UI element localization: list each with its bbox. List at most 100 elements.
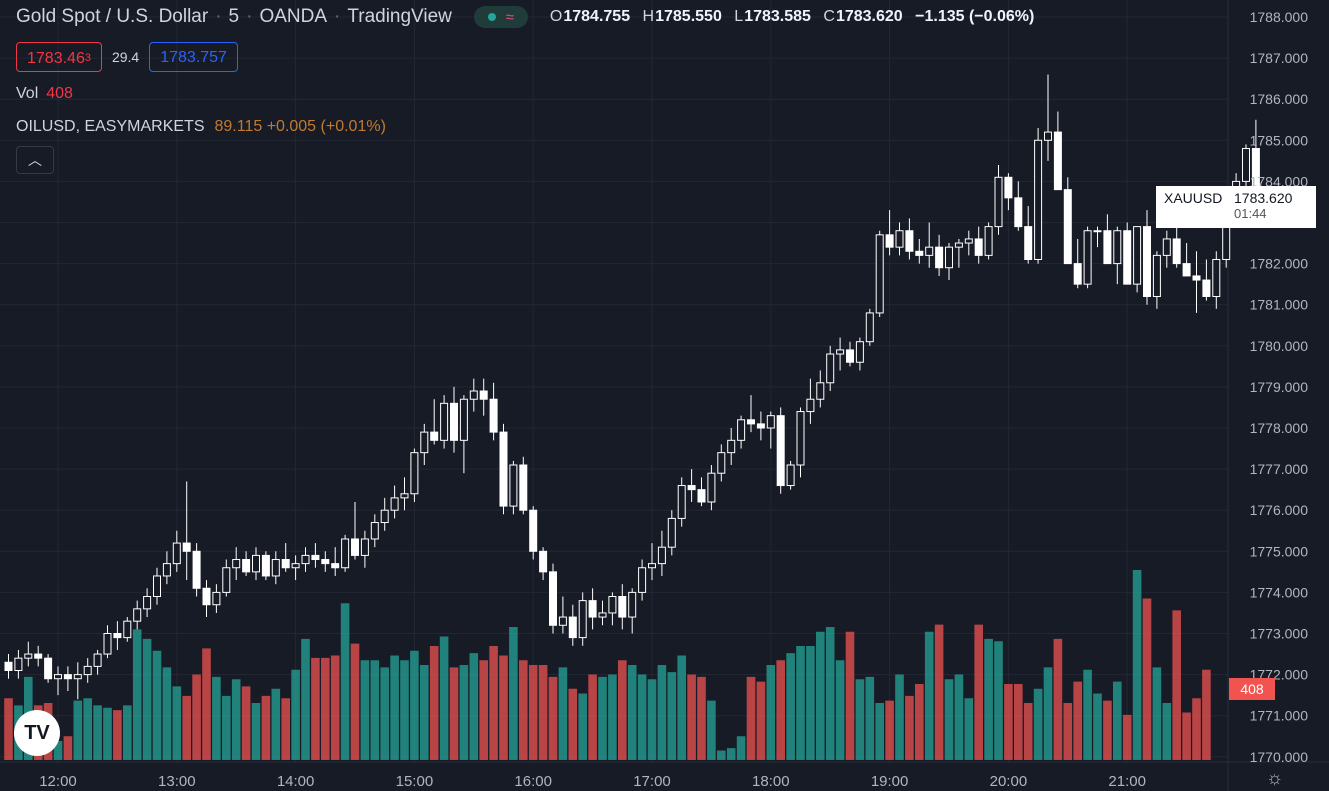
interval-label[interactable]: 5 [228,6,240,27]
price-tick-label: 1781.000 [1250,297,1309,313]
volume-bar [1103,700,1112,760]
market-status-pill[interactable]: ≈ [473,6,528,28]
candle-body [984,226,993,256]
volume-bar [123,705,132,760]
volume-legend[interactable]: Vol 408 [16,85,73,103]
candle-body [766,415,775,429]
close-value: 1783.620 [835,8,903,25]
candle-body [271,559,280,577]
candle-body [588,600,597,618]
volume-bar [776,660,785,760]
volume-bar [924,631,934,760]
bar-countdown: 01:44 [1234,206,1267,221]
candle-body [4,661,13,671]
compare-legend[interactable]: OILUSD, EASYMARKETS 89.115 +0.005 (+0.01… [16,118,386,136]
candle-body [549,571,557,626]
volume-bar [400,660,409,760]
price-tick-label: 1775.000 [1250,543,1309,559]
price-tick-label: 1773.000 [1250,626,1309,642]
volume-bar [875,703,884,760]
price-tick-label: 1776.000 [1250,502,1309,518]
symbol-legend[interactable]: Gold Spot / U.S. Dollar · 5 · OANDA · Tr… [16,6,1034,28]
candle-body [776,415,785,487]
candle-body [826,353,835,384]
time-tick-label: 14:00 [277,773,315,790]
candle-body [370,522,379,540]
candle-body [212,591,221,606]
candle-body [430,431,439,441]
candle-body [1024,226,1033,260]
time-tick-label: 20:00 [990,773,1028,790]
candle-body [1073,263,1082,285]
price-tick-label: 1787.000 [1250,50,1309,66]
volume-bar [113,710,122,760]
separator-dot: · [215,6,222,27]
candle-body [143,596,152,610]
volume-bar [489,646,498,760]
volume-bar [736,736,746,760]
collapse-legend-button[interactable]: ︿ [16,146,54,174]
candle-body [252,554,260,573]
tradingview-logo[interactable]: TV [14,710,60,756]
volume-bar [697,676,706,760]
open-label: O [549,8,563,25]
volume-bar [311,657,320,760]
price-tick-label: 1770.000 [1250,749,1309,765]
candle-body [222,567,231,593]
candle-body [459,398,468,441]
candle-body [796,411,805,466]
gear-icon[interactable]: ☼ [1266,768,1284,789]
candle-body [1004,176,1013,199]
candle-body [489,398,498,433]
time-tick-label: 13:00 [158,773,196,790]
buy-button[interactable]: 1783.757 [149,42,238,72]
volume-bar [1122,714,1132,760]
candle-body [360,538,369,556]
price-axis[interactable]: 1770.0001771.0001772.0001773.0001774.000… [1250,9,1309,765]
symbol-name[interactable]: Gold Spot / U.S. Dollar [16,6,209,27]
candle-body [1014,197,1023,228]
volume-bar [479,660,488,760]
candle-body [232,559,241,569]
candle-body [529,509,538,552]
volume-bar [974,624,983,760]
candle-body [113,633,122,639]
candle-body [558,616,567,626]
candle-body [93,653,102,667]
candle-body [509,464,518,507]
candle-body [450,402,458,441]
volume-bar [944,679,954,760]
volume-value: 408 [46,85,73,102]
volume-bar [271,688,281,760]
volume-bar [380,667,389,760]
candle-body [628,591,637,618]
candle-body [608,596,617,614]
volume-bar [172,686,182,760]
volume-bar [340,603,350,760]
sell-button[interactable]: 1783.463 [16,42,102,72]
candle-body [182,542,191,552]
candle-body [717,452,726,474]
candle-body [677,485,686,519]
volume-bar [667,672,677,760]
candle-body [638,567,647,593]
candle-body [697,489,706,503]
volume-bar [825,627,835,760]
volume-bar [895,674,904,760]
volume-bar [627,665,637,760]
volume-bar [152,650,162,760]
volume-bar [519,660,528,760]
candle-body [83,665,92,676]
time-axis[interactable]: 12:00 13:00 14:00 15:00 16:00 17:00 18:00 19:00… [39,773,1146,790]
volume-bar [321,657,330,760]
candle-body [261,554,270,577]
volume-bar [162,667,172,760]
price-tick-label: 1779.000 [1250,379,1309,395]
low-value: 1783.585 [744,8,811,25]
candle-body [855,341,864,363]
volume-bar [934,624,944,760]
volume-bar [330,655,340,760]
high-label: H [642,8,655,25]
